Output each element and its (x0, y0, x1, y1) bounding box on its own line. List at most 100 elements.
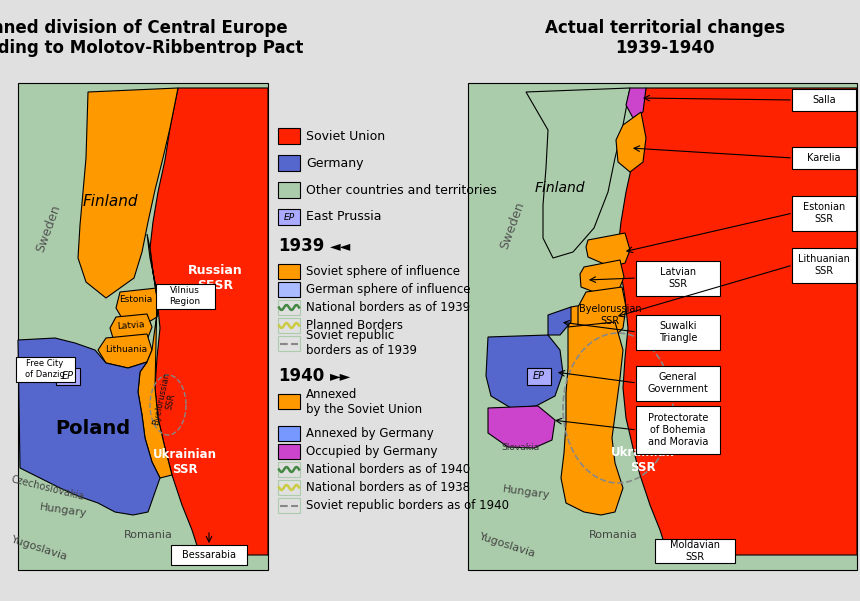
Polygon shape (578, 287, 626, 342)
Bar (278, 426, 300, 441)
Text: Free City
of Danzig: Free City of Danzig (25, 359, 65, 379)
Polygon shape (526, 88, 630, 258)
Bar (278, 444, 300, 459)
Polygon shape (468, 83, 857, 570)
Text: EP: EP (284, 213, 295, 222)
Text: Byelorussian
SSR: Byelorussian SSR (150, 371, 181, 429)
FancyBboxPatch shape (527, 368, 551, 385)
Text: Lithuanian
SSR: Lithuanian SSR (798, 254, 850, 276)
Text: German sphere of influence: German sphere of influence (306, 283, 470, 296)
Text: Planned division of Central Europe
according to Molotov-Ribbentrop Pact: Planned division of Central Europe accor… (0, 19, 304, 58)
Polygon shape (616, 112, 646, 172)
Text: Ukrainian
SSR: Ukrainian SSR (611, 446, 675, 474)
Text: Latvia: Latvia (117, 320, 145, 332)
Polygon shape (18, 338, 160, 515)
FancyBboxPatch shape (156, 284, 215, 309)
FancyBboxPatch shape (655, 539, 735, 563)
Text: 1940: 1940 (278, 367, 324, 385)
Text: Latvian
SSR: Latvian SSR (660, 267, 696, 289)
Polygon shape (110, 314, 152, 344)
Bar (278, 394, 300, 409)
Text: Salla: Salla (812, 95, 836, 105)
Polygon shape (586, 233, 630, 267)
Polygon shape (580, 260, 624, 295)
Text: ◄◄: ◄◄ (330, 239, 351, 253)
Text: Other countries and territories: Other countries and territories (306, 183, 497, 197)
Text: Slovakia: Slovakia (501, 444, 539, 453)
Bar (278, 182, 300, 198)
Text: Romania: Romania (124, 530, 173, 540)
Bar (278, 480, 300, 495)
Text: Bessarabia: Bessarabia (182, 550, 236, 560)
Text: Lithuania: Lithuania (105, 346, 147, 355)
Bar (278, 426, 300, 441)
Bar (278, 300, 300, 315)
Text: Occupied by Germany: Occupied by Germany (306, 445, 438, 458)
Text: Soviet Union: Soviet Union (306, 129, 385, 142)
Text: Byelorussian
SSR: Byelorussian SSR (579, 304, 642, 326)
FancyBboxPatch shape (56, 368, 80, 385)
Text: ►►: ►► (330, 369, 351, 383)
Text: Soviet sphere of influence: Soviet sphere of influence (306, 265, 460, 278)
Polygon shape (548, 307, 571, 335)
Polygon shape (486, 335, 563, 408)
Polygon shape (150, 88, 268, 555)
FancyBboxPatch shape (636, 406, 720, 454)
Bar (278, 282, 300, 297)
FancyBboxPatch shape (16, 357, 75, 382)
Text: EP: EP (533, 371, 545, 381)
FancyBboxPatch shape (792, 248, 856, 283)
Text: Suwalki
Triangle: Suwalki Triangle (659, 321, 697, 343)
Polygon shape (568, 300, 618, 334)
Text: National borders as of 1940: National borders as of 1940 (306, 463, 470, 476)
Bar (278, 282, 300, 297)
Text: General
Government: General Government (648, 372, 709, 394)
Text: Estonian
SSR: Estonian SSR (803, 202, 845, 224)
Text: Soviet republic
borders as of 1939: Soviet republic borders as of 1939 (306, 329, 417, 358)
Text: National borders as of 1939: National borders as of 1939 (306, 301, 470, 314)
Text: National borders as of 1938: National borders as of 1938 (306, 481, 470, 494)
Text: Ukrainian
SSR: Ukrainian SSR (153, 448, 217, 476)
Text: Moldavian
SSR: Moldavian SSR (670, 540, 720, 562)
Bar (278, 264, 300, 279)
Bar (278, 264, 300, 279)
Text: East Prussia: East Prussia (306, 210, 382, 224)
Text: Estonia: Estonia (120, 296, 152, 305)
Polygon shape (561, 322, 623, 515)
FancyBboxPatch shape (636, 315, 720, 350)
Bar (278, 444, 300, 459)
FancyBboxPatch shape (636, 261, 720, 296)
Text: EP: EP (62, 371, 74, 381)
Polygon shape (138, 234, 172, 478)
FancyBboxPatch shape (792, 147, 856, 169)
Text: Soviet republic borders as of 1940: Soviet republic borders as of 1940 (306, 499, 509, 512)
Text: Annexed
by the Soviet Union: Annexed by the Soviet Union (306, 388, 422, 415)
Polygon shape (98, 334, 152, 368)
Bar (278, 318, 300, 333)
Text: Sweden: Sweden (497, 200, 526, 251)
Text: Yugoslavia: Yugoslavia (10, 534, 70, 562)
FancyBboxPatch shape (792, 89, 856, 111)
Polygon shape (116, 288, 160, 323)
Polygon shape (18, 83, 268, 570)
Text: Hungary: Hungary (501, 484, 550, 500)
FancyBboxPatch shape (792, 196, 856, 231)
Text: 1939: 1939 (278, 237, 324, 255)
Text: Sweden: Sweden (34, 203, 63, 254)
FancyBboxPatch shape (636, 366, 720, 401)
Polygon shape (488, 406, 555, 448)
Bar (278, 462, 300, 477)
Text: Romania: Romania (588, 530, 637, 540)
Polygon shape (78, 88, 178, 298)
Bar (278, 209, 300, 225)
Text: Hungary: Hungary (39, 502, 88, 518)
Text: Protectorate
of Bohemia
and Moravia: Protectorate of Bohemia and Moravia (648, 413, 708, 447)
Text: Actual territorial changes
1939-1940: Actual territorial changes 1939-1940 (545, 19, 785, 58)
Text: Yugoslavia: Yugoslavia (478, 531, 538, 559)
FancyBboxPatch shape (171, 545, 247, 565)
Text: Poland: Poland (55, 418, 131, 438)
Text: Karelia: Karelia (808, 153, 841, 163)
Text: Planned Borders: Planned Borders (306, 319, 403, 332)
Bar (278, 498, 300, 513)
Text: Russian
SFSR: Russian SFSR (187, 264, 243, 292)
